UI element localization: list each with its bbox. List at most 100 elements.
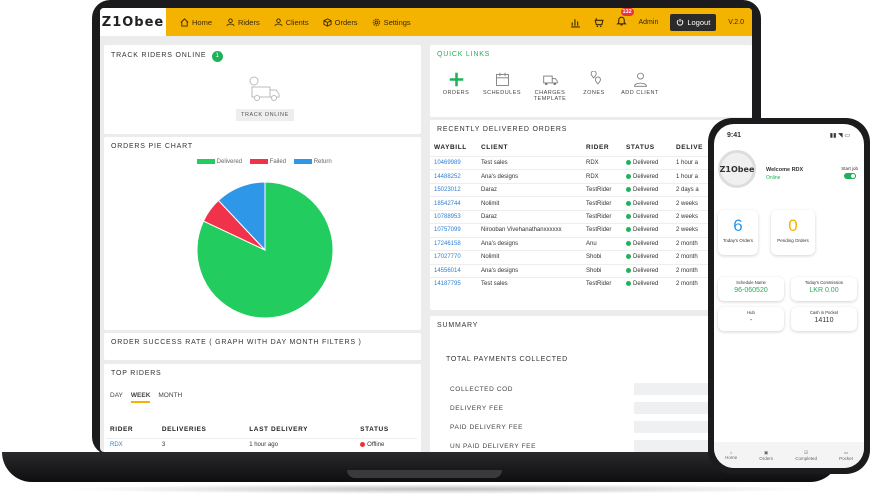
calendar-icon bbox=[495, 72, 509, 86]
check-circle-icon bbox=[626, 240, 631, 246]
recent-orders-card: RECENTLY DELIVERED ORDERS WAYBILL CLIENT… bbox=[430, 120, 752, 310]
rider-link[interactable]: RDX bbox=[106, 438, 158, 452]
payment-row: DELIVERY FEELKR 2,1 bbox=[450, 401, 752, 415]
start-job-label: Start job bbox=[841, 166, 858, 171]
waybill-link[interactable]: 15023012 bbox=[430, 182, 477, 197]
client-cell: Ana's designs bbox=[477, 169, 582, 184]
nav-home[interactable]: Home bbox=[180, 18, 212, 27]
today-orders-label: Today's Orders bbox=[722, 238, 754, 243]
laptop-screen: Z1Obee Home Riders Clients Orders Settin… bbox=[100, 8, 752, 452]
check-circle-icon bbox=[626, 187, 631, 193]
rider-cell: Shobi bbox=[582, 250, 622, 265]
waybill-link[interactable]: 10757099 bbox=[430, 223, 477, 238]
logout-button[interactable]: Logout bbox=[670, 13, 717, 31]
pending-orders-box[interactable]: 0 Pending Orders bbox=[771, 210, 815, 255]
rider-cell: TestRider bbox=[582, 182, 622, 197]
phone-tab-home-label: Home bbox=[725, 455, 738, 460]
rider-cell: Anu bbox=[582, 236, 622, 251]
phone-info-box: Today's Commission LKR 0.00 bbox=[791, 277, 857, 301]
user-add-icon bbox=[633, 72, 647, 87]
status-cell: Delivered bbox=[622, 263, 672, 278]
col-status: STATUS bbox=[360, 426, 389, 433]
recent-orders-title: RECENTLY DELIVERED ORDERS bbox=[437, 126, 568, 133]
phone-info-value: LKR 0.00 bbox=[809, 287, 839, 294]
track-online-button[interactable]: TRACK ONLINE bbox=[236, 109, 294, 121]
waybill-link[interactable]: 14488252 bbox=[430, 169, 477, 184]
nav-settings[interactable]: Settings bbox=[372, 18, 411, 27]
start-job-toggle[interactable] bbox=[844, 173, 856, 179]
home-icon: ⌂ bbox=[729, 450, 733, 455]
legend-item-delivered[interactable]: Delivered bbox=[197, 159, 242, 165]
app-version: V.2.0 bbox=[728, 18, 744, 26]
status-text: Delivered bbox=[633, 160, 659, 167]
legend-delivered-label: Delivered bbox=[216, 159, 243, 166]
phone-tab-pocket[interactable]: ▭ Pocket bbox=[839, 450, 853, 461]
pie-chart-title: ORDERS PIE CHART bbox=[111, 143, 193, 150]
user-name[interactable]: Admin bbox=[638, 18, 659, 26]
nav-orders[interactable]: Orders bbox=[323, 18, 358, 27]
payment-label: UN PAID DELIVERY FEE bbox=[450, 442, 537, 450]
wallet-icon: ▭ bbox=[843, 449, 849, 455]
top-riders-title: TOP RIDERS bbox=[111, 370, 162, 377]
legend-item-failed[interactable]: Failed bbox=[250, 159, 286, 165]
bar-chart-icon[interactable] bbox=[570, 17, 581, 28]
nav-riders-label: Riders bbox=[238, 17, 260, 27]
col-client: CLIENT bbox=[481, 144, 509, 151]
quick-link-schedules[interactable]: SCHEDULES bbox=[478, 71, 526, 102]
waybill-link[interactable]: 18542744 bbox=[430, 196, 477, 211]
box-icon bbox=[323, 17, 332, 27]
phone-screen: 9:41 ▮▮ ◥ ▭ Z1Obee Welcome RDX Online St… bbox=[714, 124, 864, 468]
truck-icon bbox=[542, 75, 558, 86]
quick-link-add-client-label: ADD CLIENT bbox=[621, 90, 659, 96]
quick-link-add-client[interactable]: ADD CLIENT bbox=[614, 71, 666, 102]
today-orders-box[interactable]: 6 Today's Orders bbox=[718, 210, 758, 255]
waybill-link[interactable]: 17246158 bbox=[430, 236, 477, 251]
payment-row: UN PAID DELIVERY FEELKR bbox=[450, 439, 752, 452]
app-logo[interactable]: Z1Obee bbox=[100, 8, 166, 36]
payment-row: PAID DELIVERY FEELKR 1,5 bbox=[450, 420, 752, 434]
col-status: STATUS bbox=[626, 144, 655, 151]
online-status: Online bbox=[766, 175, 781, 181]
cart-icon[interactable] bbox=[593, 17, 604, 28]
waybill-link[interactable]: 10788953 bbox=[430, 209, 477, 224]
client-cell: Ana's designs bbox=[477, 263, 582, 278]
rider-cell: Shobi bbox=[582, 263, 622, 278]
orders-pie-card: ORDERS PIE CHART Delivered Failed Return bbox=[104, 137, 421, 330]
tab-day[interactable]: DAY bbox=[110, 392, 123, 399]
gear-icon bbox=[372, 18, 380, 26]
table-row: 14187795 Test sales TestRider Delivered 2 mo… bbox=[430, 277, 750, 291]
quick-link-zones[interactable]: ZONES bbox=[574, 70, 614, 102]
notification-bell[interactable]: 132 bbox=[615, 8, 634, 31]
client-cell: Ana's designs bbox=[477, 236, 582, 251]
waybill-link[interactable]: 14187795 bbox=[430, 277, 477, 291]
nav-riders[interactable]: Riders bbox=[226, 18, 260, 27]
pie-slice-return[interactable] bbox=[217, 181, 266, 252]
top-riders-card: TOP RIDERS DAY WEEK MONTH RIDER DELIVERI… bbox=[104, 364, 421, 452]
phone-tab-home[interactable]: ⌂ Home bbox=[725, 450, 737, 460]
waybill-link[interactable]: 17027770 bbox=[430, 250, 477, 265]
waybill-link[interactable]: 14556014 bbox=[430, 263, 477, 278]
tab-month[interactable]: MONTH bbox=[158, 392, 183, 399]
status-cell: Delivered bbox=[622, 155, 672, 170]
check-circle-icon bbox=[626, 214, 631, 219]
today-orders-value: 6 bbox=[733, 216, 743, 235]
nav-clients[interactable]: Clients bbox=[274, 18, 309, 27]
col-deliveries: DELIVERIES bbox=[161, 426, 207, 433]
legend-failed-label: Failed bbox=[269, 159, 287, 166]
table-row: 14488252 Ana's designs RDX Delivered 1 hour … bbox=[430, 169, 750, 184]
legend-return-label: Return bbox=[313, 159, 332, 166]
phone-info-label: Today's Commission bbox=[804, 280, 844, 285]
home-icon bbox=[180, 17, 189, 27]
phone-tab-completed[interactable]: ☑ Completed bbox=[795, 450, 817, 461]
status-cell: Delivered bbox=[622, 196, 672, 211]
table-row: 10788953 Daraz TestRider Delivered 2 weeks bbox=[430, 209, 750, 224]
waybill-link[interactable]: 10469989 bbox=[430, 155, 477, 170]
quick-link-orders[interactable]: ORDERS bbox=[434, 71, 478, 102]
power-icon bbox=[677, 18, 684, 26]
recent-orders-table: WAYBILL CLIENT RIDER STATUS DELIVE 10469… bbox=[430, 139, 750, 291]
col-rider: RIDER bbox=[586, 144, 610, 151]
legend-item-return[interactable]: Return bbox=[294, 159, 332, 165]
quick-link-charges[interactable]: CHARGES TEMPLATE bbox=[526, 71, 574, 102]
phone-tab-orders[interactable]: ▣ Orders bbox=[759, 450, 773, 461]
tab-week[interactable]: WEEK bbox=[130, 392, 151, 403]
